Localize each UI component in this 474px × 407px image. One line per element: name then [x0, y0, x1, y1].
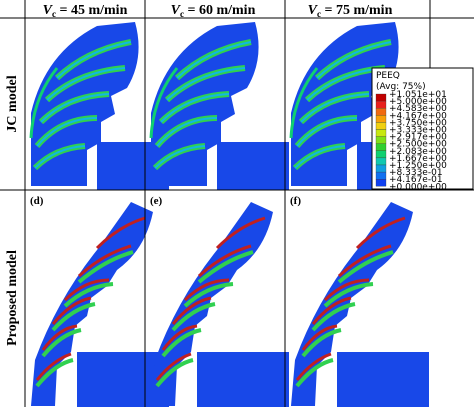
legend-swatch — [375, 108, 387, 116]
panel-label: (f) — [290, 195, 301, 207]
legend-label: +0.000e+00 — [389, 182, 447, 192]
legend-label: +1.250e+00 — [389, 161, 447, 171]
legend-label: +1.667e+00 — [389, 154, 447, 164]
panels: (a) (b) (c) (d) (e) (f) — [30, 21, 429, 407]
legend-label: +4.167e+00 — [389, 111, 447, 121]
legend-label: +1.051e+01 — [389, 90, 447, 100]
legend-swatch — [375, 171, 387, 180]
legend-swatch — [375, 150, 387, 159]
legend-label: +3.750e+00 — [389, 118, 447, 128]
column-header: Vc = 45 m/min — [43, 3, 128, 19]
legend-label: +5.000e+00 — [389, 97, 447, 107]
legend: PEEQ (Avg: 75%) +1.051e+01+5.000e+00+4.5… — [371, 67, 474, 192]
legend-swatch — [375, 115, 387, 123]
panel-label: (c) — [290, 21, 303, 33]
legend-swatch — [375, 179, 387, 187]
panel-label: (e) — [150, 195, 163, 207]
column-header: Vc = 60 m/min — [171, 3, 256, 19]
legend-title: PEEQ — [376, 71, 400, 81]
panel-label: (a) — [30, 21, 43, 33]
legend-subtitle: (Avg: 75%) — [376, 82, 426, 92]
header-row: Vc = 45 m/min Vc = 60 m/min Vc = 75 m/mi… — [43, 3, 393, 19]
legend-swatch — [375, 136, 387, 144]
legend-label: +3.333e+00 — [389, 126, 447, 136]
legend-swatch — [375, 100, 387, 109]
legend-label: +8.333e-01 — [389, 168, 443, 178]
legend-swatch — [375, 143, 387, 151]
legend-swatch — [375, 164, 387, 173]
legend-swatch — [375, 157, 387, 166]
panel-label: (b) — [150, 21, 164, 33]
legend-label: +2.083e+00 — [389, 147, 447, 157]
column-header: Vc = 75 m/min — [308, 3, 393, 19]
panel-label: (d) — [30, 195, 44, 207]
legend-label: +4.167e-01 — [389, 175, 443, 185]
row-label: JC model — [5, 75, 20, 132]
row-label: Proposed model — [5, 250, 20, 346]
legend-label: +2.500e+00 — [389, 140, 447, 150]
legend-swatch — [375, 122, 387, 130]
legend-swatch — [375, 129, 387, 137]
legend-swatch — [375, 93, 387, 102]
legend-label: +4.583e+00 — [389, 104, 447, 114]
legend-label: +2.917e+00 — [389, 133, 447, 143]
